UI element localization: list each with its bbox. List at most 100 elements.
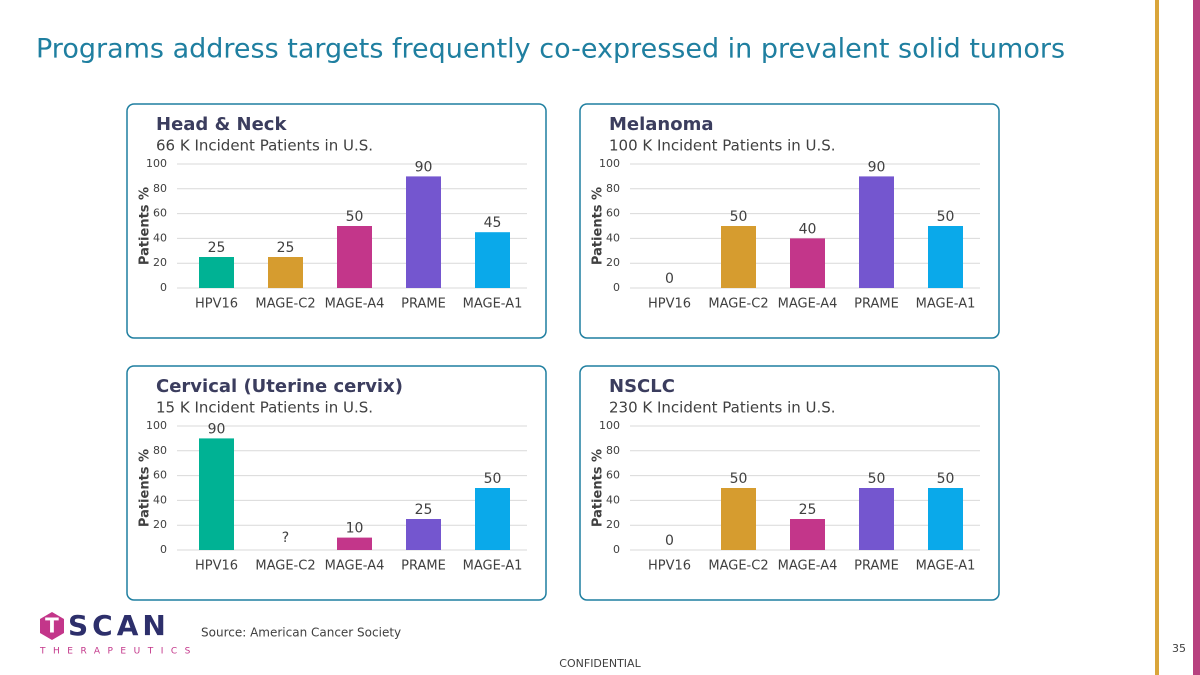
x-tick-label: PRAME <box>854 559 899 574</box>
data-label: 45 <box>484 215 502 231</box>
x-tick-label: MAGE-A1 <box>463 297 523 312</box>
logo-subtitle: THERAPEUTICS <box>39 647 198 657</box>
y-tick-label: 80 <box>153 444 167 457</box>
x-tick-label: MAGE-A1 <box>916 297 976 312</box>
chart-subtitle: 66 K Incident Patients in U.S. <box>156 137 373 155</box>
data-label: 10 <box>346 521 364 537</box>
bar <box>721 488 756 550</box>
x-tick-label: MAGE-C2 <box>255 297 315 312</box>
x-tick-label: HPV16 <box>648 559 691 574</box>
x-tick-label: MAGE-C2 <box>255 559 315 574</box>
logo-mark: T <box>45 614 59 638</box>
x-tick-label: PRAME <box>854 297 899 312</box>
data-label: 50 <box>346 209 364 225</box>
y-axis-label: Patients % <box>138 449 153 527</box>
data-label: 50 <box>868 471 886 487</box>
chart-subtitle: 15 K Incident Patients in U.S. <box>156 399 373 417</box>
panel <box>126 365 547 601</box>
side-stripe <box>1193 0 1200 675</box>
bar <box>406 519 441 550</box>
y-tick-label: 60 <box>606 207 620 220</box>
y-tick-label: 20 <box>606 256 620 269</box>
y-tick-label: 0 <box>613 281 620 294</box>
x-tick-label: PRAME <box>401 559 446 574</box>
data-label: ? <box>282 530 289 546</box>
data-label: 90 <box>415 159 433 175</box>
y-tick-label: 40 <box>153 493 167 506</box>
data-label: 50 <box>730 471 748 487</box>
bar <box>475 232 510 288</box>
bar <box>928 226 963 288</box>
x-tick-label: PRAME <box>401 297 446 312</box>
data-label: 0 <box>665 271 674 287</box>
bar <box>337 226 372 288</box>
data-label: 25 <box>277 240 295 256</box>
bar <box>721 226 756 288</box>
y-tick-label: 0 <box>613 543 620 556</box>
bar <box>475 488 510 550</box>
bar <box>268 257 303 288</box>
y-tick-label: 80 <box>606 182 620 195</box>
data-label: 25 <box>415 502 433 518</box>
panel <box>579 103 1000 339</box>
y-tick-label: 40 <box>606 231 620 244</box>
chart-subtitle: 230 K Incident Patients in U.S. <box>609 399 836 417</box>
data-label: 25 <box>799 502 817 518</box>
y-tick-label: 60 <box>153 207 167 220</box>
panel <box>579 365 1000 601</box>
data-label: 50 <box>730 209 748 225</box>
y-tick-label: 0 <box>160 281 167 294</box>
data-label: 90 <box>208 421 226 437</box>
x-tick-label: MAGE-A1 <box>916 559 976 574</box>
y-axis-label: Patients % <box>591 187 606 265</box>
side-stripe <box>1155 0 1159 675</box>
slide-title: Programs address targets frequently co-e… <box>36 34 1065 65</box>
x-tick-label: MAGE-C2 <box>708 297 768 312</box>
chart-title: Head & Neck <box>156 114 287 135</box>
data-label: 40 <box>799 221 817 237</box>
bar <box>859 488 894 550</box>
y-tick-label: 20 <box>153 518 167 531</box>
x-tick-label: MAGE-A4 <box>778 559 838 574</box>
chart-title: Melanoma <box>609 114 714 135</box>
data-label: 0 <box>665 533 674 549</box>
bar <box>199 257 234 288</box>
bar <box>790 519 825 550</box>
data-label: 50 <box>937 209 955 225</box>
x-tick-label: MAGE-C2 <box>708 559 768 574</box>
y-tick-label: 40 <box>153 231 167 244</box>
data-label: 25 <box>208 240 226 256</box>
x-tick-label: MAGE-A4 <box>325 559 385 574</box>
data-label: 50 <box>484 471 502 487</box>
data-label: 50 <box>937 471 955 487</box>
x-tick-label: HPV16 <box>195 559 238 574</box>
bar <box>406 176 441 288</box>
logo-hexagon <box>40 612 64 640</box>
y-tick-label: 40 <box>606 493 620 506</box>
data-label: 90 <box>868 159 886 175</box>
bar <box>928 488 963 550</box>
y-tick-label: 60 <box>153 469 167 482</box>
footer: CONFIDENTIAL <box>559 657 641 670</box>
y-tick-label: 20 <box>606 518 620 531</box>
x-tick-label: MAGE-A1 <box>463 559 523 574</box>
y-axis-label: Patients % <box>138 187 153 265</box>
y-tick-label: 80 <box>606 444 620 457</box>
bar <box>859 176 894 288</box>
source-note: Source: American Cancer Society <box>201 626 401 640</box>
y-tick-label: 100 <box>146 157 167 170</box>
y-tick-label: 100 <box>599 419 620 432</box>
x-tick-label: HPV16 <box>648 297 691 312</box>
y-tick-label: 80 <box>153 182 167 195</box>
bar <box>199 438 234 550</box>
bar <box>790 238 825 288</box>
chart-title: Cervical (Uterine cervix) <box>156 376 403 397</box>
bar <box>337 537 372 550</box>
y-tick-label: 100 <box>146 419 167 432</box>
x-tick-label: MAGE-A4 <box>325 297 385 312</box>
y-tick-label: 20 <box>153 256 167 269</box>
x-tick-label: HPV16 <box>195 297 238 312</box>
y-tick-label: 60 <box>606 469 620 482</box>
x-tick-label: MAGE-A4 <box>778 297 838 312</box>
